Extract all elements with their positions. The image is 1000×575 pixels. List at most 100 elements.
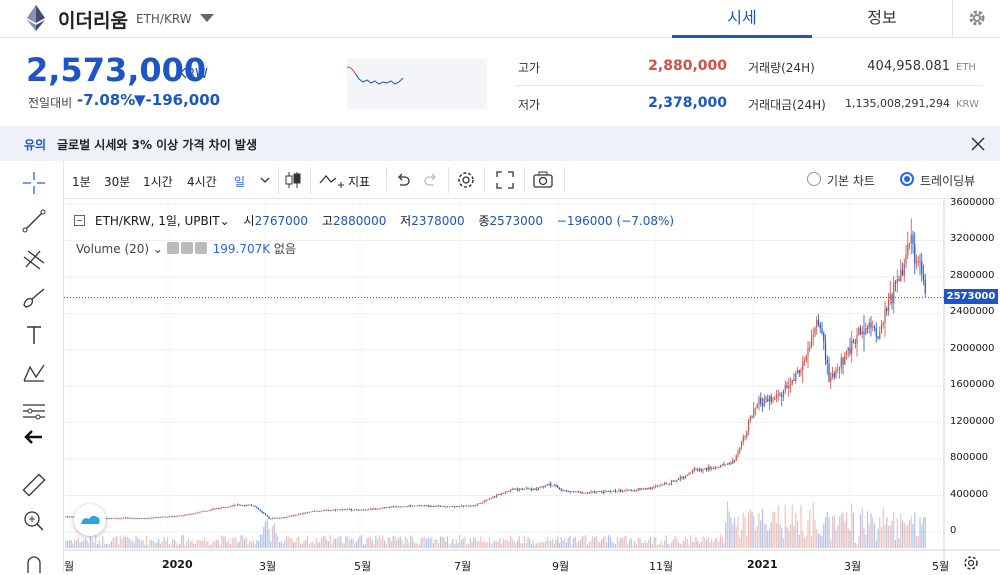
close-icon[interactable]: [194, 242, 207, 254]
back-arrow-icon[interactable]: [20, 423, 48, 451]
candle-body: [753, 408, 755, 417]
volume-bar: [574, 536, 576, 548]
volume-bar: [417, 543, 419, 548]
candle-body: [121, 517, 123, 519]
candle-body: [746, 430, 748, 437]
volume-bar: [179, 544, 181, 548]
tab-info[interactable]: 정보: [867, 8, 897, 27]
volume-bar: [887, 525, 890, 548]
candle-body: [401, 506, 403, 508]
volume-bar: [263, 526, 265, 548]
fib-tool-icon[interactable]: [20, 245, 48, 273]
magnet-icon[interactable]: [20, 547, 48, 575]
gear-icon[interactable]: [455, 169, 477, 191]
candle-body: [382, 507, 384, 509]
candle-body: [184, 514, 186, 516]
candle-body: [508, 491, 510, 492]
ethereum-logo-icon: [27, 5, 45, 31]
candle-body: [214, 508, 216, 510]
volume-dropdown-icon[interactable]: ⌄: [149, 242, 167, 256]
basic-chart-radio[interactable]: [807, 172, 821, 186]
candle-body: [907, 243, 909, 255]
candle-body: [161, 516, 163, 518]
candle-body: [593, 491, 596, 493]
candle-body: [656, 485, 659, 487]
volume-bar: [635, 544, 638, 548]
gear-icon[interactable]: [960, 552, 982, 574]
basic-chart-label[interactable]: 기본 차트: [827, 174, 875, 188]
volume-bar: [896, 518, 898, 548]
tradingview-label[interactable]: 트레이딩뷰: [920, 174, 976, 188]
volume-bar: [271, 526, 274, 548]
chart-canvas[interactable]: [64, 200, 1000, 572]
volume-bar: [165, 541, 167, 548]
brush-icon[interactable]: [20, 283, 48, 311]
candle-body: [690, 472, 692, 474]
gear-icon[interactable]: [180, 242, 193, 254]
eye-icon[interactable]: [166, 242, 179, 254]
settings-button[interactable]: [952, 0, 1000, 38]
volume-legend-label[interactable]: Volume (20): [76, 242, 150, 256]
price-chart[interactable]: ETH/KRW, 1일, UPBIT⌄ 시2767000 고2880000 저2…: [64, 197, 1000, 574]
candle-body: [919, 260, 921, 262]
pattern-tool-icon[interactable]: [20, 359, 48, 387]
volume-bar: [674, 535, 676, 548]
zoom-in-icon[interactable]: [20, 507, 48, 535]
notice-tag: 유의: [24, 138, 47, 152]
candle-body: [763, 398, 765, 406]
tradingview-logo[interactable]: [74, 504, 106, 536]
volume-bar: [166, 537, 169, 548]
collapse-legend-icon[interactable]: [74, 215, 85, 226]
volume-bar: [845, 511, 848, 548]
candle-body: [805, 355, 807, 361]
volume-bar: [614, 544, 617, 548]
close-icon[interactable]: [968, 134, 988, 154]
prediction-tool-icon[interactable]: [20, 397, 48, 425]
timeframe-30min[interactable]: 30분: [104, 175, 131, 189]
tradingview-radio[interactable]: [900, 172, 914, 186]
coin-select-dropdown-icon[interactable]: [200, 14, 214, 22]
crosshair-icon[interactable]: [20, 169, 48, 197]
candle-body: [369, 508, 372, 510]
volume-bar: [320, 537, 323, 548]
candle-body: [653, 486, 655, 488]
tab-quote[interactable]: 시세: [672, 0, 812, 38]
candle-body: [462, 505, 464, 507]
volume-legend-status: 없음: [273, 242, 297, 256]
volume-bar: [436, 539, 438, 548]
indicators-icon[interactable]: [318, 169, 346, 191]
volume-bar: [910, 516, 912, 548]
candle-body: [810, 337, 813, 348]
volume-bar: [632, 544, 634, 548]
ruler-icon[interactable]: [20, 471, 48, 499]
candle-body: [273, 517, 275, 519]
text-tool-icon[interactable]: [20, 321, 48, 349]
volume-bar: [422, 537, 424, 548]
volume-bar: [488, 537, 491, 548]
candlestick-icon[interactable]: [282, 169, 304, 191]
timeframe-day[interactable]: 일: [234, 175, 246, 189]
volume-bar: [399, 536, 401, 548]
fullscreen-icon[interactable]: [494, 169, 516, 191]
timeframe-4hour[interactable]: 4시간: [187, 175, 217, 189]
chart-toolbar: 1분 30분 1시간 4시간 일 지표 기본 차트: [64, 161, 1000, 199]
undo-icon[interactable]: [392, 169, 414, 191]
candle-body: [616, 491, 618, 493]
timeframe-1hour[interactable]: 1시간: [143, 175, 173, 189]
legend-dropdown-icon[interactable]: ⌄: [219, 214, 230, 228]
volume-bar: [511, 539, 513, 548]
camera-icon[interactable]: [532, 169, 554, 191]
chevron-down-icon[interactable]: [254, 169, 276, 191]
candle-body: [910, 234, 912, 244]
trend-line-icon[interactable]: [20, 207, 48, 235]
legend-high: 2880000: [332, 214, 387, 228]
volume-bar: [294, 542, 296, 548]
indicators-button[interactable]: 지표: [348, 175, 371, 189]
redo-icon[interactable]: [420, 169, 442, 191]
volume-bar: [695, 537, 697, 548]
volume-bar: [651, 543, 653, 548]
legend-symbol[interactable]: ETH/KRW, 1일, UPBIT: [95, 214, 220, 228]
timeframe-1min[interactable]: 1분: [72, 175, 91, 189]
volume-bar: [158, 538, 160, 548]
candle-body: [252, 505, 254, 507]
